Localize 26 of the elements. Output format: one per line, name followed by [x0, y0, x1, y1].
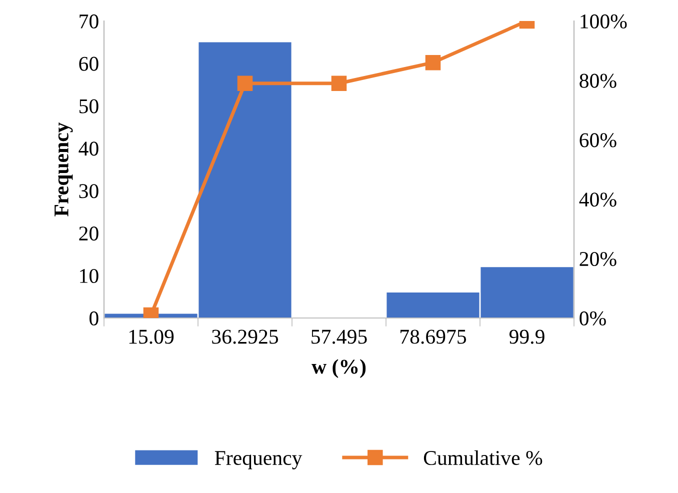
- y2-tick-label: 40%: [579, 192, 616, 207]
- y-tick-label: 10: [80, 268, 98, 284]
- y-tick-label: 50: [80, 99, 98, 114]
- x-axis-title: w (%): [312, 359, 366, 378]
- y-tick-label: 20: [79, 226, 98, 241]
- x-tick-label: 57.495: [312, 330, 367, 344]
- y2-tick-label: 20%: [580, 252, 616, 266]
- y-tick-label: 60: [79, 56, 98, 71]
- point: [331, 76, 347, 92]
- y-tick-label: 70: [80, 14, 98, 28]
- x-tick-label: 78.6975: [400, 330, 466, 344]
- y2-tick-label: 60%: [580, 133, 616, 148]
- legend-label: Cumulative %: [424, 450, 542, 466]
- y2-tick-label: 0%: [580, 311, 606, 326]
- y2-tick-label: 100%: [580, 14, 627, 28]
- legend-label: Frequency: [214, 451, 302, 470]
- y-tick-label: 40: [78, 142, 98, 156]
- x-tick-label: 15.09: [129, 330, 174, 344]
- y-tick-label: 30: [79, 184, 98, 198]
- point: [425, 54, 441, 70]
- y2-tick-label: 80%: [580, 74, 616, 88]
- x-tick-label: 99.9: [509, 330, 544, 344]
- point: [237, 76, 253, 92]
- y-tick-label: 0: [90, 311, 98, 326]
- y-axis-title: Frequency: [54, 122, 73, 216]
- x-tick-label: 36.2925: [212, 330, 278, 344]
